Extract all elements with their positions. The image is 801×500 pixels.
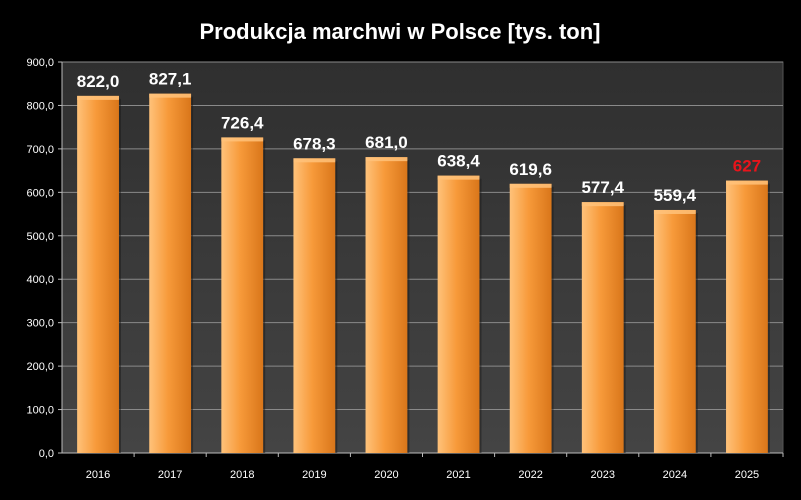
x-tick-label: 2019: [302, 469, 326, 481]
data-label: 559,4: [654, 186, 697, 205]
data-label: 627: [733, 157, 761, 176]
bar-top-bevel: [437, 175, 480, 180]
x-tick-label: 2025: [735, 469, 759, 481]
chart-title: Produkcja marchwi w Polsce [tys. ton]: [200, 19, 601, 44]
y-tick-label: 300,0: [26, 318, 54, 330]
bar: [437, 175, 480, 453]
bar: [77, 95, 119, 454]
bar-top-bevel: [581, 202, 624, 207]
bar-top-bevel: [726, 180, 768, 185]
bar: [726, 180, 768, 453]
bar-top-bevel: [653, 209, 696, 214]
bar: [581, 202, 624, 453]
x-tick-label: 2018: [230, 469, 254, 481]
data-label: 619,6: [509, 160, 552, 179]
data-label: 827,1: [149, 70, 192, 89]
x-tick-label: 2023: [591, 469, 615, 481]
data-label: 681,0: [365, 133, 408, 152]
y-tick-label: 0,0: [39, 448, 54, 460]
x-tick-label: 2017: [158, 469, 182, 481]
y-tick-label: 500,0: [26, 231, 54, 243]
bar: [221, 137, 264, 453]
data-label: 678,3: [293, 134, 336, 153]
bar: [653, 209, 696, 453]
y-tick-label: 100,0: [26, 405, 54, 417]
bar: [149, 93, 192, 454]
x-tick-label: 2021: [446, 469, 470, 481]
y-tick-label: 700,0: [26, 144, 54, 156]
bar-top-bevel: [293, 158, 336, 163]
bar-top-bevel: [77, 95, 119, 100]
data-label: 638,4: [437, 152, 480, 171]
bar: [293, 158, 336, 453]
y-tick-label: 800,0: [26, 100, 54, 112]
data-label: 726,4: [221, 113, 264, 132]
bar-top-bevel: [365, 157, 408, 162]
data-label: 577,4: [581, 178, 624, 197]
y-tick-label: 600,0: [26, 187, 54, 199]
x-tick-label: 2024: [663, 469, 687, 481]
bar: [509, 183, 552, 453]
y-tick-label: 200,0: [26, 361, 54, 373]
x-tick-label: 2020: [374, 469, 398, 481]
bar-top-bevel: [221, 137, 264, 142]
bar-top-bevel: [149, 93, 192, 98]
bar-top-bevel: [509, 183, 552, 188]
plot-area: 0,0 100,0 200,0 300,0 400,0 500,0 600,0 700,0 80…: [26, 57, 784, 481]
x-tick-label: 2022: [518, 469, 542, 481]
y-tick-label: 400,0: [26, 274, 54, 286]
y-tick-label: 900,0: [26, 57, 54, 69]
data-label: 822,0: [77, 72, 120, 91]
bar: [365, 157, 408, 454]
x-tick-label: 2016: [86, 469, 110, 481]
